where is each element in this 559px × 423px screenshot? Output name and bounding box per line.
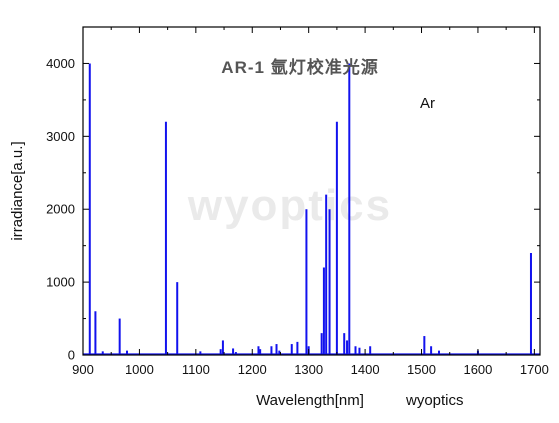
x-axis-label: Wavelength[nm] bbox=[256, 392, 364, 409]
x-tick-label: 1700 bbox=[520, 362, 549, 377]
x-axis-ticks: 900 1000 1100 1200 1300 1400 1500 1600 1700 bbox=[72, 27, 549, 377]
chart-title: AR-1 氩灯校准光源 bbox=[221, 57, 378, 77]
y-axis-label: irradiance[a.u.] bbox=[9, 141, 26, 240]
y-axis-ticks: 0 1000 2000 3000 4000 bbox=[46, 56, 540, 363]
y-tick-label: 4000 bbox=[46, 56, 75, 71]
watermark: wyoptics bbox=[187, 181, 392, 230]
x-tick-label: 1200 bbox=[238, 362, 267, 377]
x-tick-label: 1000 bbox=[125, 362, 154, 377]
x-tick-label: 1300 bbox=[294, 362, 323, 377]
caption: wyoptics bbox=[405, 392, 464, 409]
x-tick-label: 1100 bbox=[182, 362, 210, 377]
y-tick-label: 2000 bbox=[46, 202, 75, 217]
x-tick-label: 900 bbox=[72, 362, 94, 377]
x-tick-label: 1500 bbox=[407, 362, 436, 377]
x-tick-label: 1400 bbox=[351, 362, 380, 377]
element-label: Ar bbox=[420, 95, 435, 112]
y-tick-label: 3000 bbox=[46, 129, 75, 144]
y-tick-label: 0 bbox=[68, 348, 75, 363]
y-tick-label: 1000 bbox=[46, 275, 75, 290]
plot-frame bbox=[82, 26, 541, 356]
spectral-lines bbox=[83, 63, 540, 356]
x-tick-label: 1600 bbox=[463, 362, 492, 377]
